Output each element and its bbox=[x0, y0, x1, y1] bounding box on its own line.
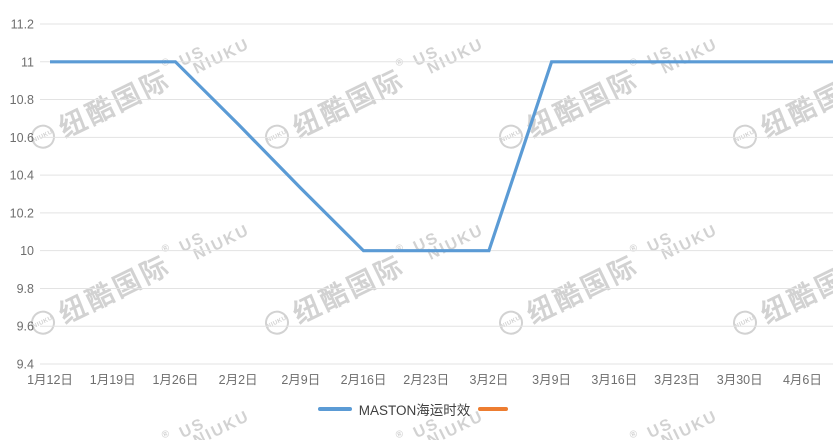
y-axis-label: 9.4 bbox=[17, 358, 34, 372]
x-axis-label: 2月9日 bbox=[281, 373, 320, 387]
legend-line-blue-icon bbox=[317, 407, 352, 411]
y-axis-label: 10.8 bbox=[10, 93, 34, 107]
x-axis-label: 4月6日 bbox=[783, 373, 822, 387]
series-line-0 bbox=[50, 60, 833, 253]
y-axis-label: 11 bbox=[21, 55, 34, 69]
y-axis-label: 10.4 bbox=[10, 169, 34, 183]
x-axis-label: 1月12日 bbox=[27, 373, 73, 387]
x-axis-label: 1月26日 bbox=[152, 373, 198, 387]
y-axis-label: 10.2 bbox=[10, 206, 34, 220]
x-axis-label: 2月16日 bbox=[341, 373, 387, 387]
x-axis-label: 2月2日 bbox=[219, 373, 258, 387]
y-axis-label: 10.6 bbox=[10, 131, 34, 145]
legend-item-maston[interactable]: MASTON海运时效 bbox=[317, 399, 471, 419]
legend-item-series2[interactable] bbox=[478, 407, 515, 411]
y-axis-label: 9.8 bbox=[17, 282, 34, 296]
y-axis-label: 10 bbox=[20, 244, 34, 258]
x-axis-label: 2月23日 bbox=[403, 373, 449, 387]
x-axis-label: 1月19日 bbox=[90, 373, 136, 387]
x-axis-label: 3月2日 bbox=[469, 373, 508, 387]
x-axis-label: 3月9日 bbox=[532, 373, 571, 387]
y-axis-label: 11.2 bbox=[11, 18, 34, 32]
legend-label-maston: MASTON海运时效 bbox=[358, 403, 471, 418]
x-axis-label: 3月23日 bbox=[654, 373, 700, 387]
x-axis-label: 3月30日 bbox=[717, 373, 763, 387]
legend-line-orange-icon bbox=[478, 407, 509, 411]
y-axis-label: 9.6 bbox=[17, 320, 34, 334]
x-axis-label: 3月16日 bbox=[591, 373, 637, 387]
chart-legend: MASTON海运时效 bbox=[0, 399, 833, 419]
